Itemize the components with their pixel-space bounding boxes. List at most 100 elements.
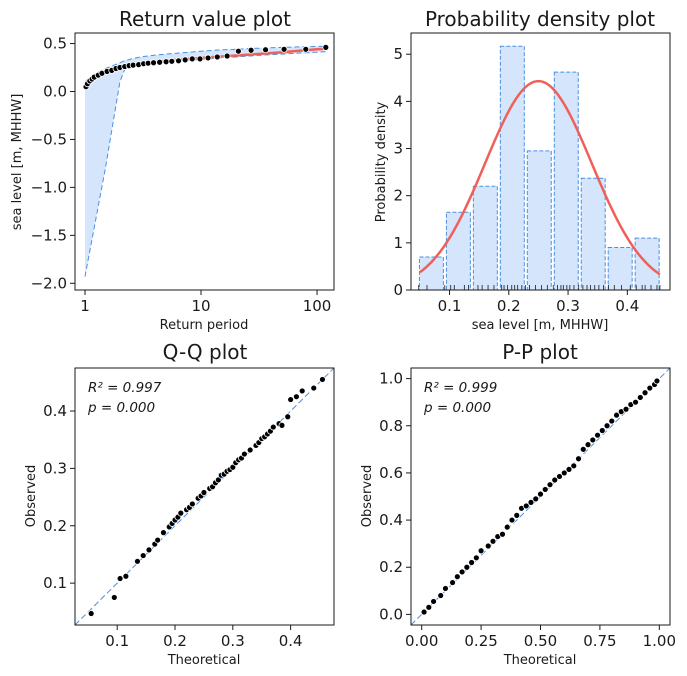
pdf-x-label: sea level [m, MHHW] (472, 318, 609, 333)
pp-point (508, 516, 516, 524)
pdf-x-tick-label: 0.1 (438, 297, 462, 315)
clipped-layer (82, 43, 330, 277)
qq-x-label: Theoretical (167, 653, 241, 668)
pp-title: P-P plot (502, 340, 578, 364)
pdf-y-tick-label: 0 (393, 281, 403, 299)
pp-frame (410, 367, 671, 626)
qq-y-label: Observed (24, 465, 39, 528)
return-value-panel: Return value plot 1 10 100 0.5 0.0 −0.5 −1.0 −1… (10, 7, 335, 333)
return-x-tick-label: 1 (80, 297, 90, 315)
return-x-tick-label: 100 (303, 297, 332, 315)
qq-y-tick-label: 0.2 (43, 517, 67, 535)
qq-point (177, 509, 185, 517)
qq-point (87, 610, 95, 617)
pp-point (613, 411, 620, 419)
pp-point (622, 405, 630, 413)
pp-point (449, 579, 456, 586)
pp-point (636, 394, 644, 401)
qq-p-annotation: p = 0.000 (87, 400, 155, 416)
observed-point (162, 58, 170, 66)
pp-point (570, 462, 578, 470)
histogram-bar (526, 150, 552, 291)
pp-y-tick-label: 0.2 (379, 558, 403, 576)
qq-point (200, 489, 208, 496)
histogram-bar (472, 185, 498, 291)
observed-point (247, 46, 255, 54)
pp-point (437, 592, 445, 599)
return-y-tick-label: −0.5 (31, 130, 67, 148)
pp-point (503, 523, 511, 531)
pp-point (537, 490, 544, 498)
qq-point (134, 557, 141, 565)
qq-frame (74, 367, 335, 626)
pdf-y-tick-label: 5 (393, 45, 403, 63)
return-title: Return value plot (119, 7, 291, 31)
histogram-bar (553, 71, 579, 291)
pp-p-annotation: p = 0.000 (423, 400, 491, 416)
pp-point (425, 603, 433, 611)
observed-point (196, 55, 204, 63)
pp-x-tick-label: 0.25 (464, 632, 497, 650)
qq-point (287, 396, 295, 403)
observed-point (181, 56, 189, 64)
qq-plot-area: 0.1 0.2 0.3 0.4 0.1 0.2 0.3 0.4 (43, 368, 334, 650)
qq-point (110, 594, 118, 601)
qq-point (269, 423, 277, 431)
observed-point (156, 58, 164, 66)
qq-title: Q-Q plot (163, 340, 248, 364)
qq-point (139, 552, 147, 559)
pp-r2-annotation: R² = 0.999 (424, 380, 497, 396)
qq-point (298, 387, 306, 395)
return-plot-area: 1 10 100 0.5 0.0 −0.5 −1.0 −1.5 −2.0 (31, 35, 332, 315)
pp-x-tick-label: 1.00 (643, 632, 676, 650)
pp-point (527, 498, 535, 506)
observed-point (235, 47, 242, 55)
pp-point (641, 389, 649, 397)
pp-x-label: Theoretical (503, 653, 577, 668)
pp-point (556, 473, 563, 480)
qq-x-tick-label: 0.4 (279, 632, 303, 650)
return-x-tick-label: 10 (191, 297, 210, 315)
pp-point (463, 563, 471, 571)
observed-point (280, 45, 288, 53)
observed-point (213, 53, 221, 61)
pdf-title: Probability density plot (425, 7, 655, 31)
pdf-x-tick-label: 0.2 (497, 297, 521, 315)
observed-point (188, 55, 196, 63)
pp-point (598, 427, 606, 434)
pp-point (522, 502, 530, 510)
pp-plot-area: 0.00 0.25 0.50 0.75 1.00 0.0 0.2 0.4 0.6 0.8 1.0 (379, 368, 676, 650)
pp-point (653, 377, 661, 385)
histogram-bar (580, 177, 606, 291)
pp-point (575, 455, 582, 463)
qq-point (293, 393, 300, 401)
pp-point (603, 422, 611, 430)
pp-point (646, 384, 654, 392)
qq-point (278, 421, 286, 429)
pp-point (442, 585, 449, 592)
qq-panel: Q-Q plot 0.1 0.2 0.3 0.4 0.1 0.2 0.3 0.4 R² = 0… (24, 340, 335, 668)
return-y-tick-label: −1.5 (31, 226, 67, 244)
qq-y-tick-label: 0.3 (43, 459, 67, 477)
ci-lower-line (84, 51, 327, 277)
pp-point (589, 436, 597, 444)
observed-point (223, 52, 231, 60)
pp-point (453, 573, 461, 581)
qq-r2-annotation: R² = 0.997 (88, 380, 162, 396)
pp-point (579, 445, 587, 453)
qq-point (145, 546, 153, 554)
pp-point (513, 511, 521, 519)
return-y-tick-label: 0.0 (43, 82, 67, 100)
pp-point (565, 465, 573, 473)
pdf-y-label: Probability density (374, 101, 389, 222)
pp-y-label: Observed (360, 465, 375, 528)
clipped-layer (75, 368, 334, 625)
pp-point (420, 608, 428, 616)
qq-point (240, 450, 248, 458)
pp-point (532, 495, 540, 503)
qq-point (246, 446, 254, 454)
pdf-x-tick-label: 0.3 (556, 297, 580, 315)
pdf-y-tick-label: 4 (393, 92, 403, 110)
qq-y-tick-label: 0.4 (43, 402, 67, 420)
pdf-panel: Probability density plot 0.1 0.2 0.3 0.4 0 1 2… (374, 7, 671, 333)
